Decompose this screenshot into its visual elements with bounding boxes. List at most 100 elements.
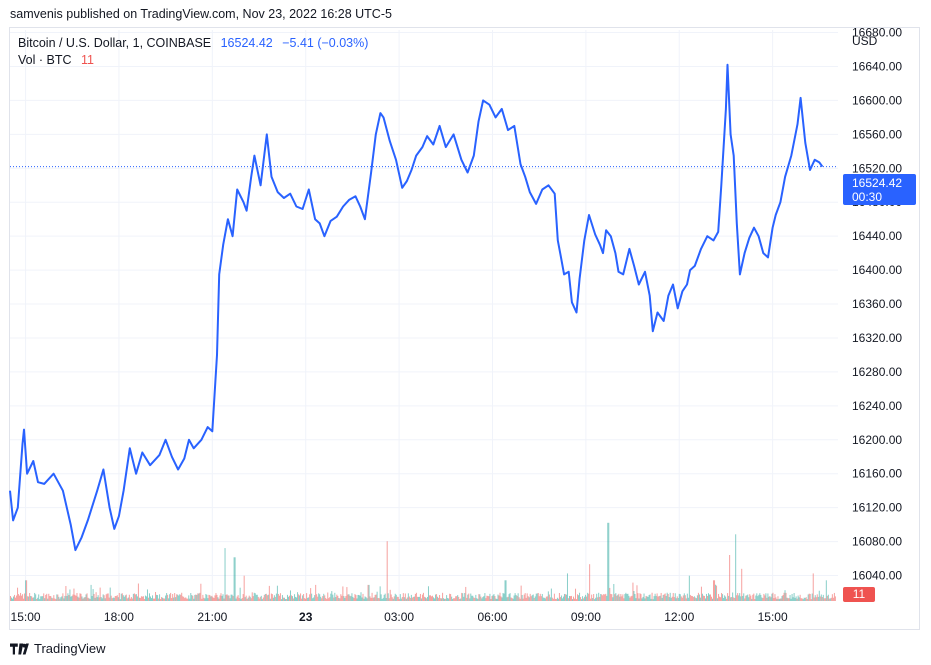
volume-legend[interactable]: Vol · BTC 11 [18, 53, 94, 67]
volume-bar [701, 593, 703, 601]
volume-bar [248, 595, 250, 601]
volume-bar [254, 593, 256, 601]
volume-bar [149, 596, 151, 601]
volume-bar [180, 594, 182, 601]
tradingview-logo-icon [10, 642, 29, 655]
volume-bar [666, 592, 668, 601]
volume-bar [735, 534, 737, 601]
volume-bar [719, 596, 721, 601]
volume-bar [386, 541, 388, 601]
volume-bar [816, 594, 818, 601]
volume-bar [220, 593, 222, 601]
footer-brand[interactable]: TradingView [10, 641, 106, 656]
x-tick-label: 18:00 [104, 610, 134, 624]
volume-bar [211, 595, 213, 601]
volume-bar [516, 595, 518, 601]
volume-bar [282, 597, 284, 601]
chart-frame[interactable] [9, 27, 920, 630]
volume-bar [585, 594, 587, 601]
volume-bar [466, 597, 468, 601]
volume-bar [289, 590, 291, 601]
volume-bar [561, 598, 563, 601]
volume-bar [280, 599, 282, 601]
volume-bar [365, 597, 367, 601]
volume-bar [653, 596, 655, 601]
symbol-name[interactable]: Bitcoin / U.S. Dollar, 1, COINBASE [18, 36, 212, 50]
volume-bar [58, 596, 60, 601]
volume-bar [174, 593, 176, 601]
volume-bar [125, 594, 127, 601]
volume-bar [89, 598, 91, 601]
volume-bar [283, 597, 285, 601]
volume-bar [377, 597, 379, 601]
volume-bar [406, 597, 408, 601]
volume-bar [776, 599, 778, 601]
volume-bar [92, 589, 94, 601]
volume-bar [697, 592, 699, 601]
volume-bar [553, 593, 555, 601]
volume-bar [119, 599, 121, 601]
volume-bar [725, 596, 727, 601]
volume-bar [223, 598, 225, 601]
volume-bar [574, 598, 576, 601]
volume-bar [470, 593, 472, 601]
volume-bar [263, 594, 265, 601]
volume-bar [791, 593, 793, 601]
volume-bar [549, 597, 551, 601]
volume-bar [276, 585, 278, 601]
volume-bar [291, 595, 293, 601]
volume-bar [200, 583, 202, 601]
volume-bar [497, 594, 499, 601]
currency-label[interactable]: USD [852, 34, 878, 48]
volume-bar [695, 598, 697, 601]
volume-bar [170, 592, 172, 601]
volume-bar [173, 597, 175, 601]
volume-bar [566, 573, 568, 601]
volume-bar [584, 596, 586, 601]
last-price-tag-value: 16524.42 [852, 176, 903, 190]
volume-bar [552, 598, 554, 601]
volume-bar [450, 594, 452, 601]
volume-bar [269, 598, 271, 601]
volume-bar [267, 594, 269, 601]
volume-bar [588, 593, 590, 601]
volume-bar [507, 596, 509, 601]
volume-bar [629, 597, 631, 601]
symbol-legend[interactable]: Bitcoin / U.S. Dollar, 1, COINBASE 16524… [18, 36, 368, 50]
volume-bar [278, 595, 280, 601]
volume-bar [707, 593, 709, 601]
volume-bar [783, 592, 785, 601]
volume-bar [748, 597, 750, 601]
volume-bar [239, 587, 241, 601]
volume-bar [218, 598, 220, 601]
volume-bar [445, 598, 447, 601]
volume-bar [609, 587, 611, 601]
volume-bar [107, 593, 109, 601]
volume-bar [306, 593, 308, 601]
volume-bar [750, 595, 752, 601]
volume-bar [825, 580, 827, 601]
y-tick-label: 16520.00 [852, 161, 902, 175]
volume-bar [350, 596, 352, 601]
volume-bar [756, 593, 758, 601]
volume-bar [686, 593, 688, 601]
volume-bar [582, 596, 584, 601]
volume-bar [502, 593, 504, 601]
volume-bar [623, 598, 625, 601]
volume-bar [93, 593, 95, 601]
volume-bar [249, 596, 251, 601]
volume-bar [188, 595, 190, 601]
volume-bar [327, 592, 329, 601]
volume-bar [472, 595, 474, 601]
volume-bar [496, 598, 498, 601]
volume-bar [72, 594, 74, 601]
volume-bar [29, 593, 31, 601]
volume-bar [192, 595, 194, 601]
volume-bar [203, 597, 205, 601]
volume-bar [359, 595, 361, 601]
volume-bar [36, 599, 38, 601]
volume-bar [749, 594, 751, 601]
volume-bar [740, 596, 742, 601]
volume-bar [162, 597, 164, 601]
